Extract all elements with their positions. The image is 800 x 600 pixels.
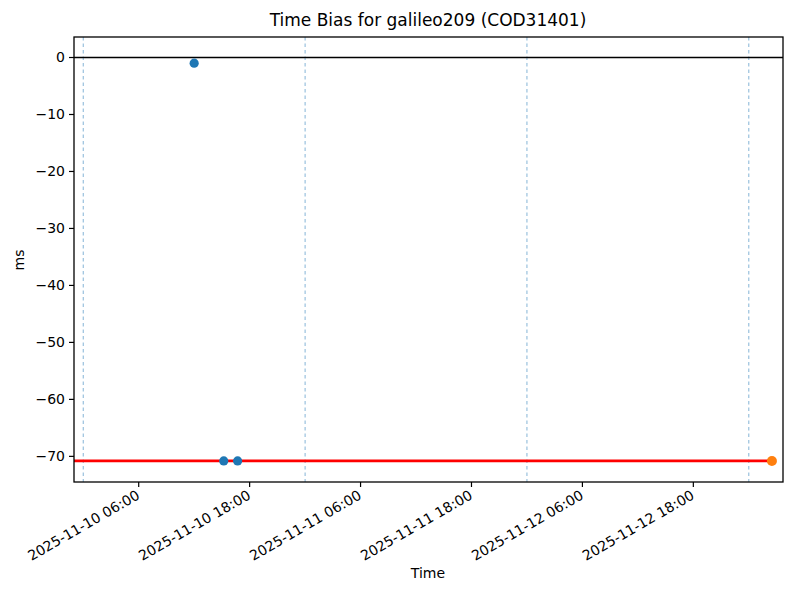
bias-samples-point xyxy=(219,456,228,465)
x-tick-label: 2025-11-12 06:00 xyxy=(469,487,586,564)
bias-samples-point xyxy=(233,456,242,465)
x-tick-label: 2025-11-11 18:00 xyxy=(358,487,475,564)
x-tick-label: 2025-11-12 18:00 xyxy=(580,487,697,564)
y-tick-label: −70 xyxy=(35,448,65,464)
x-tick-label: 2025-11-10 18:00 xyxy=(136,487,253,564)
x-tick-label: 2025-11-10 06:00 xyxy=(25,487,142,564)
x-axis-label: Time xyxy=(410,565,445,581)
plot-area: 2025-11-10 06:002025-11-10 18:002025-11-… xyxy=(25,37,783,564)
bias-samples-point xyxy=(190,59,199,68)
y-tick-label: 0 xyxy=(56,49,65,65)
y-tick-label: −20 xyxy=(35,163,65,179)
y-tick-label: −40 xyxy=(35,277,65,293)
y-tick-label: −10 xyxy=(35,106,65,122)
chart-title: Time Bias for galileo209 (COD31401) xyxy=(269,10,587,30)
y-tick-label: −50 xyxy=(35,334,65,350)
y-tick-label: −60 xyxy=(35,391,65,407)
x-tick-label: 2025-11-11 06:00 xyxy=(247,487,364,564)
y-axis-label: ms xyxy=(11,250,27,271)
time-bias-chart: Time Bias for galileo209 (COD31401) 2025… xyxy=(0,0,800,600)
y-tick-label: −30 xyxy=(35,220,65,236)
latest-sample-point xyxy=(767,456,777,466)
time-bias-figure: Time Bias for galileo209 (COD31401) 2025… xyxy=(0,0,800,600)
plot-border xyxy=(74,37,783,482)
